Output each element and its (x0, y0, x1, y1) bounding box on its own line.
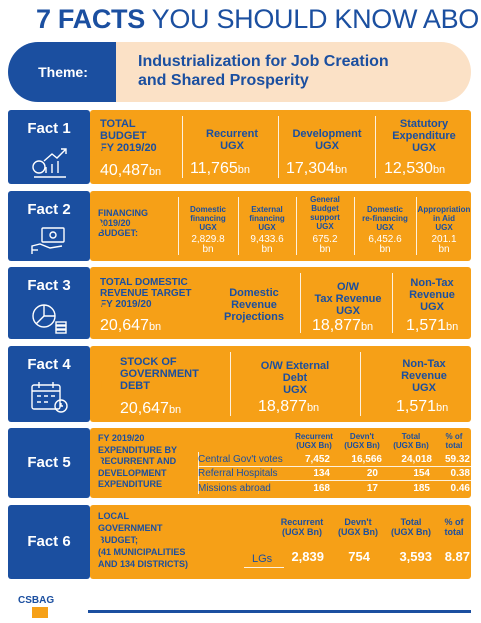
fact-3-label: Fact 3 (8, 267, 90, 339)
fact-5-referral-rec: 134 (313, 468, 330, 479)
fact-5-row-missions: Missions abroad (198, 483, 271, 494)
fact-1-stat-value: 12,530bn (384, 160, 446, 177)
fact-4-total-value: 20,647bn (120, 400, 182, 417)
money-growth-icon (32, 148, 67, 178)
fact-5-head-devnt: Devn't (UGX Bn) (344, 432, 380, 450)
fact-5-missions-tot: 185 (413, 483, 430, 494)
fact-4-external-head: O/W External Debt UGX (260, 360, 330, 396)
fact-3-panel: TOTAL DOMESTIC REVENUE TARGET FY 2019/20 2… (90, 267, 471, 339)
fact-4-nontax-value: 1,571bn (396, 398, 449, 415)
fact-6-head-devnt: Devn't (UGX Bn) (338, 517, 378, 537)
csbag-logo: CSBAG (14, 585, 74, 623)
fact-4-nontax-head: Non-Tax Revenue UGX (401, 358, 447, 394)
fact-1-recurrent-value: 11,765bn (190, 160, 250, 177)
fact-1-total-value: 40,487bn (100, 162, 162, 179)
fact-5-central-pct: 59.32 (444, 454, 470, 465)
fact-6-dev: 754 (348, 549, 370, 564)
fact-1-stat-head: Statutory Expenditure UGX (392, 118, 456, 154)
fact-2-col-1-head: Domestic financing UGX (189, 205, 226, 232)
fact-6-row: LOCAL GOVERNMENT BUDGET; (41 MUNICIPALITIES… (8, 505, 471, 579)
theme-line-1: Industrialization for Job Creation (138, 53, 389, 70)
fact-6-label: Fact 6 (8, 505, 90, 579)
fact-6-rec: 2,839 (291, 549, 324, 564)
fact-3-projections-head: Domestic Revenue Projections (224, 287, 284, 323)
fact-6-panel: LOCAL GOVERNMENT BUDGET; (41 MUNICIPALITIES… (90, 505, 471, 579)
fact-2-col-2-value: 9,433.6 bn (250, 234, 284, 255)
fact-1-recurrent-head: Recurrent UGX (206, 128, 258, 152)
fact-5-row: FY 2019/20 EXPENDITURE BY RECURRENT AND DEV… (8, 428, 471, 498)
theme-line-2: and Shared Prosperity (138, 72, 309, 89)
fact-5-referral-tot: 154 (413, 468, 430, 479)
fact-3-tax-value: 18,877bn (312, 317, 374, 334)
calendar-icon (31, 382, 68, 413)
fact-5-head-recurrent: Recurrent (UGX Bn) (295, 432, 333, 450)
fact-2-col-5-head: Appropriation in Aid UGX (417, 205, 471, 232)
fact-5-panel: FY 2019/20 EXPENDITURE BY RECURRENT AND DEV… (90, 428, 471, 498)
fact-6-lgs-label: LGs (252, 553, 273, 565)
fact-2-col-5-value: 201.1 bn (431, 234, 457, 255)
fact-5-missions-rec: 168 (313, 483, 330, 494)
fact-6-head-pct: % of total (444, 517, 464, 537)
fact-1-dev-head: Development UGX (292, 128, 362, 152)
fact-2-row: FINANCING 2019/20 BUDGET: Domestic financin… (8, 191, 471, 261)
fact-3-row: TOTAL DOMESTIC REVENUE TARGET FY 2019/20 2… (8, 267, 471, 339)
fact-2-col-4-head: Domestic re-financing UGX (362, 205, 408, 232)
page-title: 7 FACTS YOU SHOULD KNOW ABO (36, 4, 479, 34)
fact-5-label: Fact 5 (8, 428, 90, 498)
fact-2-title: FINANCING 2019/20 BUDGET: (98, 208, 148, 238)
cash-hand-icon (31, 227, 65, 254)
fact-5-row-central: Central Gov't votes (198, 454, 283, 465)
fact-3-title: TOTAL DOMESTIC REVENUE TARGET FY 2019/20 (100, 277, 192, 310)
fact-1-panel: TOTAL BUDGET FY 2019/20 40,487bn Recurrent… (90, 110, 471, 184)
fact-5-title: FY 2019/20 EXPENDITURE BY RECURRENT AND DEV… (98, 433, 178, 489)
theme-text: Industrialization for Job Creation and S… (116, 42, 471, 102)
fact-4-panel: STOCK OF GOVERNMENT DEBT 20,647bn O/W Exte… (90, 346, 471, 422)
fact-1-row: TOTAL BUDGET FY 2019/20 40,487bn Recurrent… (8, 110, 471, 184)
fact-5-missions-dev: 17 (366, 483, 378, 494)
pie-coins-icon (32, 304, 67, 334)
fact-6-head-recurrent: Recurrent (UGX Bn) (280, 517, 324, 537)
fact-2-col-3-head: General Budget support UGX (310, 195, 340, 231)
fact-5-referral-pct: 0.38 (450, 468, 470, 479)
fact-6-tot: 3,593 (399, 549, 432, 564)
fact-5-row-referral: Referral Hospitals (198, 468, 278, 479)
fact-1-title: TOTAL BUDGET FY 2019/20 (100, 118, 157, 154)
fact-5-head-pct: % of total (445, 432, 463, 450)
fact-4-title: STOCK OF GOVERNMENT DEBT (120, 356, 199, 392)
theme-label: Theme: (8, 42, 118, 102)
fact-3-total-value: 20,647bn (100, 317, 162, 334)
footer-rule (88, 610, 471, 613)
fact-4-label: Fact 4 (8, 346, 90, 422)
fact-5-missions-pct: 0.46 (450, 483, 470, 494)
fact-2-panel: FINANCING 2019/20 BUDGET: Domestic financin… (90, 191, 471, 261)
theme-banner: Theme: Industrialization for Job Creatio… (8, 42, 471, 102)
fact-3-nontax-value: 1,571bn (406, 317, 459, 334)
fact-1-dev-value: 17,304bn (286, 160, 348, 177)
fact-3-nontax-head: Non-Tax Revenue UGX (409, 277, 455, 313)
fact-6-title: LOCAL GOVERNMENT BUDGET; (41 MUNICIPALITIES… (98, 511, 189, 569)
fact-4-external-value: 18,877bn (258, 398, 320, 415)
fact-2-col-4-value: 6,452.6 bn (368, 234, 402, 255)
fact-2-col-2-head: External financing UGX (249, 205, 285, 232)
fact-5-central-dev: 16,566 (351, 454, 382, 465)
fact-6-head-total: Total (UGX Bn) (391, 517, 431, 537)
fact-1-label: Fact 1 (8, 110, 90, 184)
fact-2-label: Fact 2 (8, 191, 90, 261)
fact-2-col-1-value: 2,829.8 bn (191, 234, 225, 255)
fact-3-tax-head: O/W Tax Revenue UGX (314, 281, 382, 317)
svg-text:CSBAG: CSBAG (18, 595, 54, 606)
fact-2-col-3-value: 675.2 bn (312, 234, 338, 255)
fact-5-central-tot: 24,018 (401, 454, 432, 465)
fact-6-pct: 8.87 (444, 549, 470, 564)
fact-5-head-total: Total (UGX Bn) (393, 432, 429, 450)
fact-5-referral-dev: 20 (366, 468, 378, 479)
fact-5-central-rec: 7,452 (304, 454, 330, 465)
fact-4-row: STOCK OF GOVERNMENT DEBT 20,647bn O/W Exte… (8, 346, 471, 422)
